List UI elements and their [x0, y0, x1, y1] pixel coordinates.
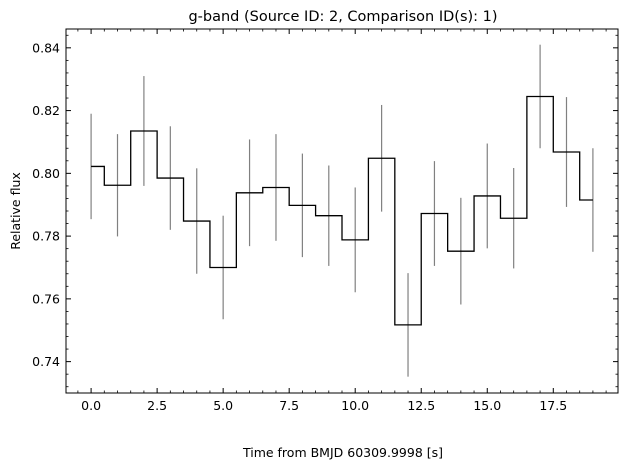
- y-tick-label: 0.78: [32, 229, 60, 244]
- x-tick-label: 7.5: [279, 398, 299, 413]
- y-axis-label: Relative flux: [8, 172, 23, 250]
- y-tick-label: 0.74: [32, 354, 60, 369]
- flux-step-line: [91, 95, 593, 326]
- x-tick-label: 17.5: [539, 398, 567, 413]
- y-tick-label: 0.82: [32, 103, 60, 118]
- plot-area: 0.0 2.5 5.0 7.5 10.0 12.5 15.0 17.5 0.74 0.76 0.78…: [32, 29, 618, 413]
- y-tick-label: 0.84: [32, 40, 60, 55]
- y-tick-label: 0.80: [32, 166, 60, 181]
- x-tick-label: 10.0: [341, 398, 369, 413]
- x-tick-label: 5.0: [213, 398, 233, 413]
- y-tick-label: 0.76: [32, 291, 60, 306]
- x-axis-label: Time from BMJD 60309.9998 [s]: [242, 445, 443, 460]
- chart-title: g-band (Source ID: 2, Comparison ID(s): …: [188, 9, 497, 25]
- x-tick-label: 12.5: [407, 398, 435, 413]
- plot-frame: [65, 28, 619, 394]
- x-tick-label: 2.5: [147, 398, 167, 413]
- x-tick-label: 0.0: [81, 398, 101, 413]
- x-tick-label: 15.0: [473, 398, 501, 413]
